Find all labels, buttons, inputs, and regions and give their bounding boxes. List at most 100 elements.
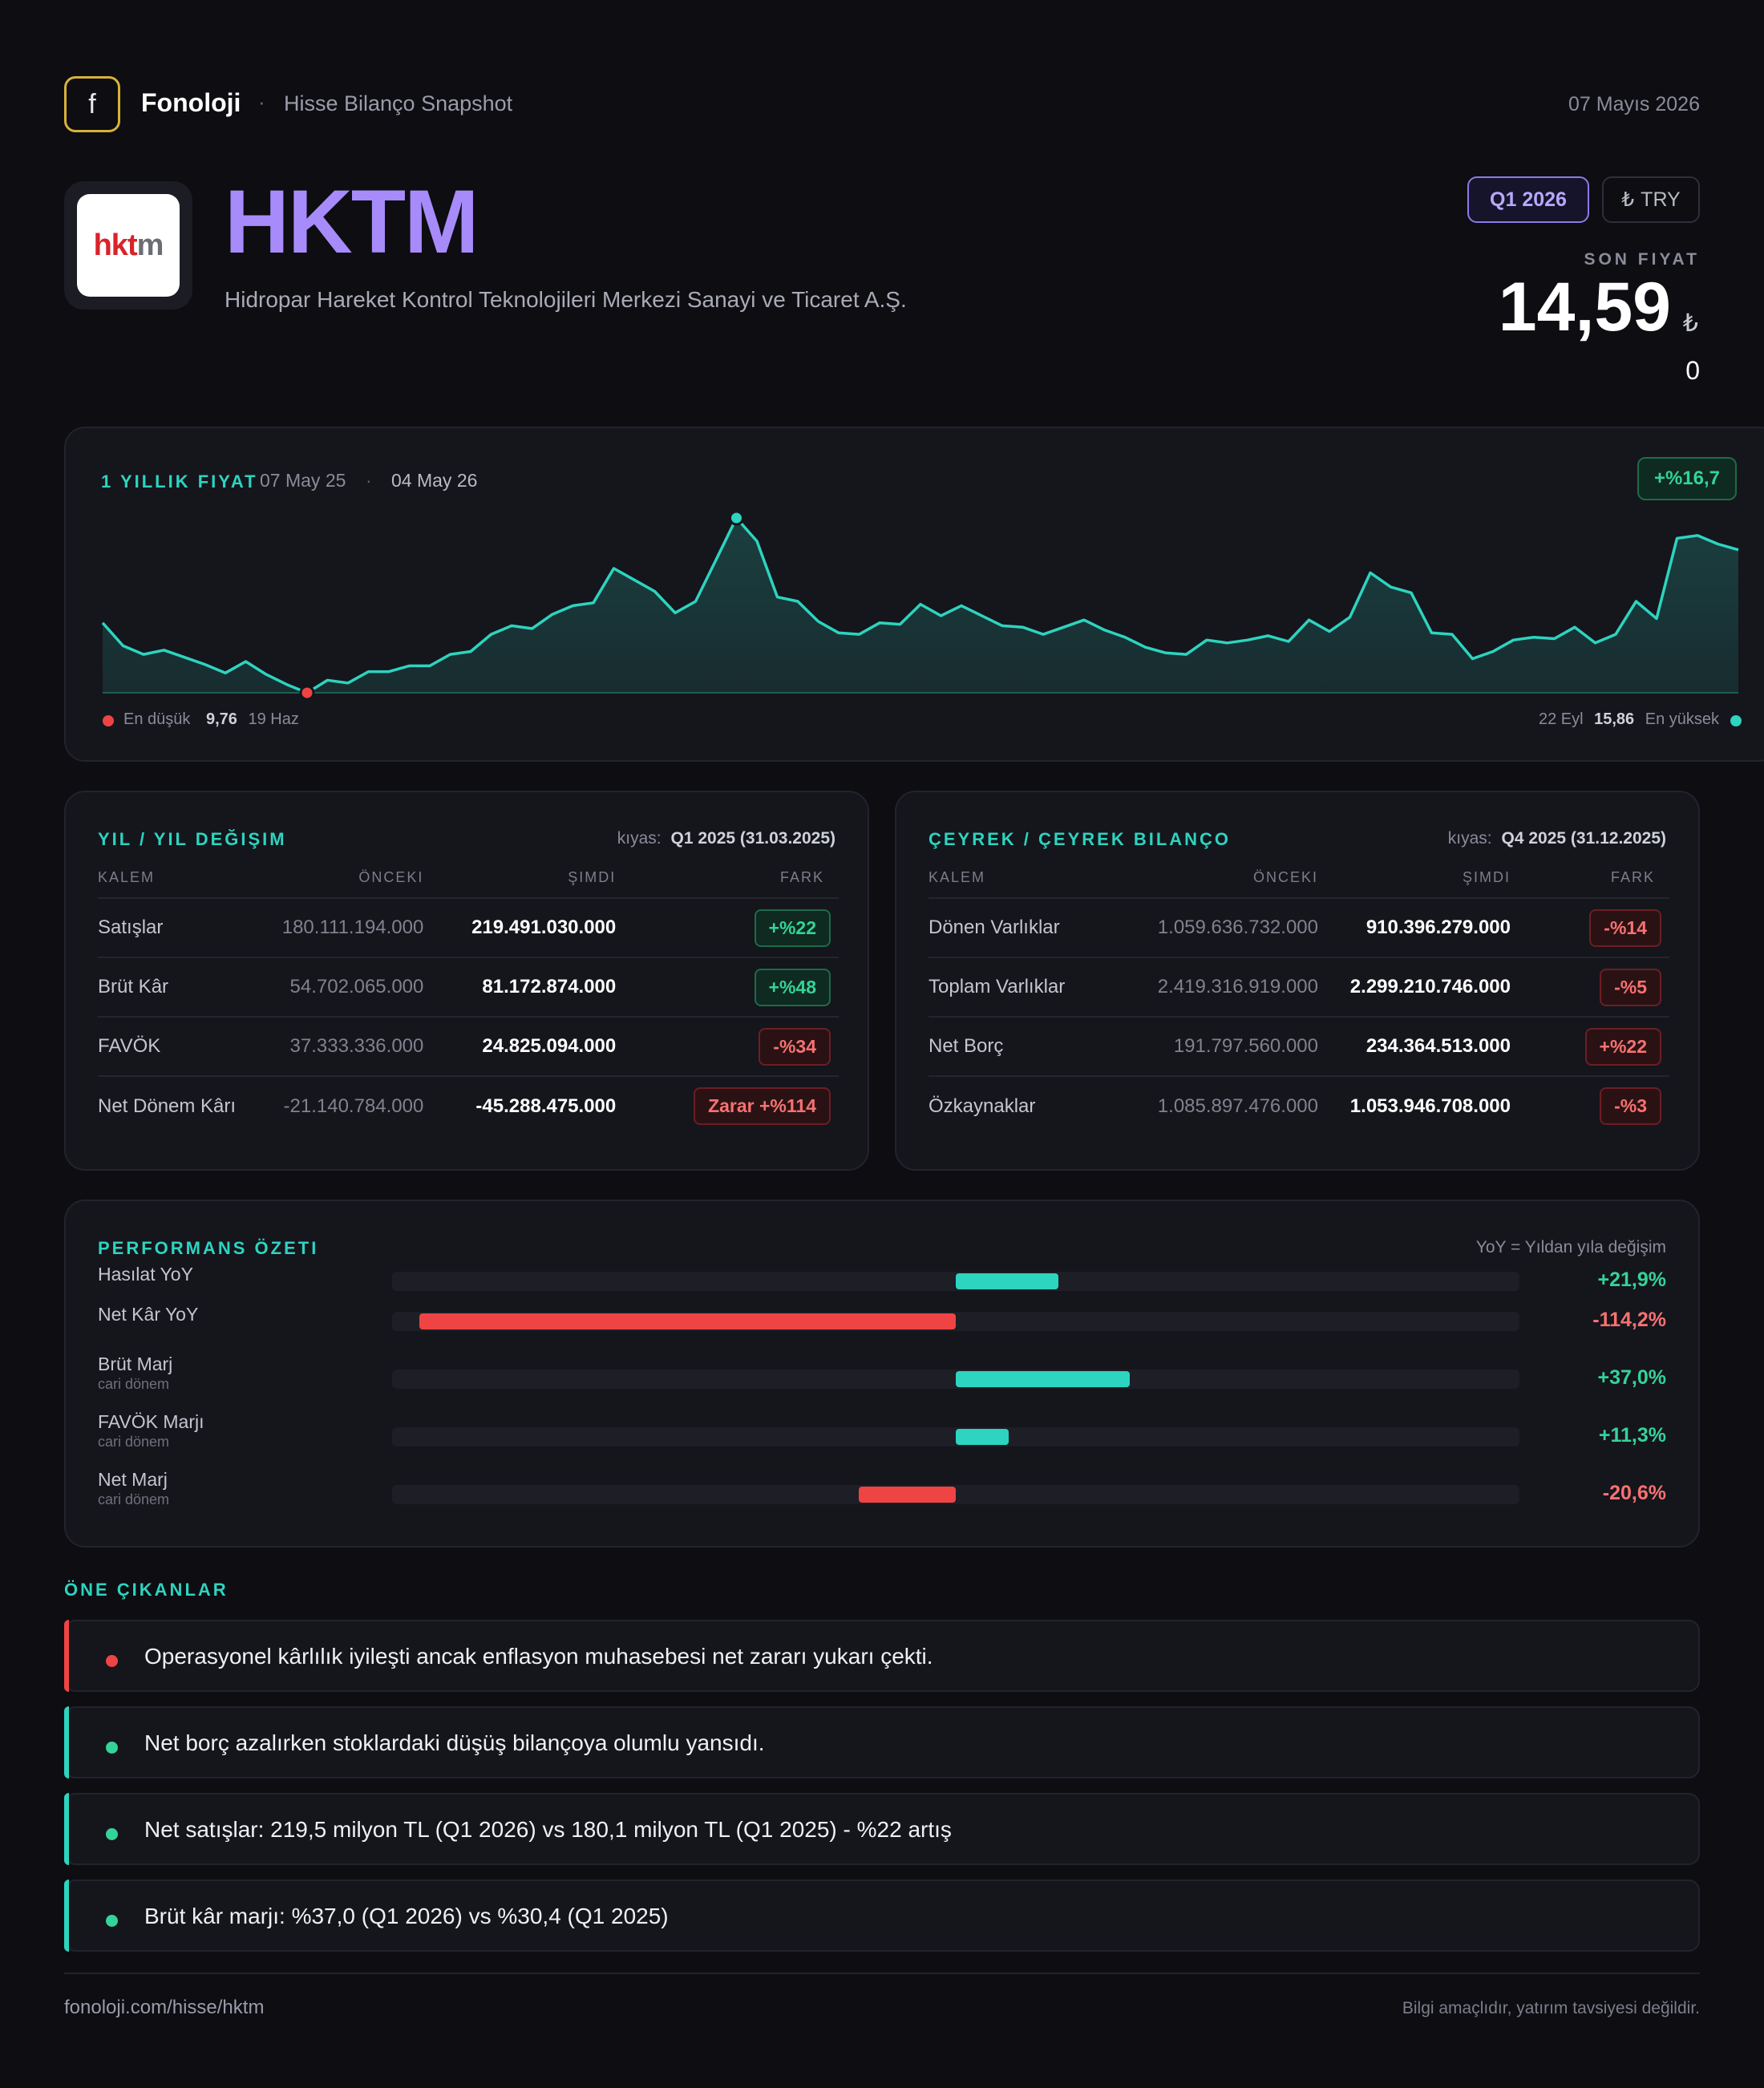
perf-sublabel: cari dönem [98, 1491, 170, 1507]
price-change-badge: +%16,7 [1637, 457, 1737, 500]
company-logo-text-secondary: m [136, 228, 164, 262]
yoy-table: KALEM ÖNCEKI ŞIMDI FARK Satışlar 180.111.… [98, 858, 839, 1135]
highlight-accent [64, 1620, 69, 1692]
diff-badge: +%48 [754, 968, 831, 1006]
row-diff-cell: +%48 [616, 957, 839, 1018]
perf-bar [956, 1429, 1009, 1445]
col-kalem: KALEM [929, 858, 1121, 899]
highlight-text: Brüt kâr marjı: %37,0 (Q1 2026) vs %30,4… [144, 1904, 669, 1928]
currency-code: TRY [1641, 188, 1681, 211]
low-point-marker [299, 685, 315, 701]
col-fark: FARK [616, 858, 839, 899]
perf-label: Net Kâr YoY [98, 1304, 199, 1325]
row-label: Özkaynaklar [929, 1095, 1036, 1117]
perf-sublabel: cari dönem [98, 1376, 170, 1392]
yoy-compare-value: Q1 2025 (31.03.2025) [670, 829, 836, 848]
highlight-item: Brüt kâr marjı: %37,0 (Q1 2026) vs %30,4… [64, 1880, 1700, 1952]
qoq-compare-value: Q4 2025 (31.12.2025) [1501, 829, 1667, 848]
bullet-icon [106, 1655, 118, 1667]
table-row: Özkaynaklar 1.085.897.476.000 1.053.946.70… [929, 1076, 1669, 1135]
highlight-accent [64, 1880, 69, 1952]
perf-value: +21,9% [1597, 1269, 1667, 1291]
col-onceki: ÖNCEKI [281, 858, 424, 899]
high-label: En yüksek [1645, 710, 1719, 728]
low-label: En düşük [123, 710, 191, 728]
row-prev: 191.797.560.000 [1121, 1017, 1318, 1077]
performance-title: PERFORMANS ÖZETI [98, 1238, 319, 1258]
row-label: Brüt Kâr [98, 957, 282, 1018]
diff-badge: -%14 [1589, 908, 1661, 947]
highlight-text: Net borç azalırken stoklardaki düşüş bil… [144, 1730, 765, 1755]
row-prev: -21.140.784.000 [283, 1095, 424, 1117]
brand-name[interactable]: Fonoloji [141, 88, 241, 117]
row-label: Net Borç [929, 1017, 1121, 1077]
row-label: Satışlar [98, 898, 282, 958]
row-diff-cell: -%14 [1511, 898, 1669, 958]
diff-badge: -%34 [759, 1027, 831, 1066]
chart-date-separator: · [366, 470, 372, 491]
price-change: 0 [1685, 356, 1700, 385]
yoy-compare-prefix: kıyas: [617, 829, 662, 848]
brand-subtitle: Hisse Bilanço Snapshot [284, 91, 513, 115]
row-label: Toplam Varlıklar [929, 957, 1121, 1018]
table-row: Brüt Kâr 54.702.065.000 81.172.874.000 +%48 [98, 957, 839, 1018]
row-now: 910.396.279.000 [1318, 898, 1511, 958]
brand-logo[interactable]: f [64, 76, 120, 132]
high-point-marker [729, 510, 744, 526]
currency-badge[interactable]: ₺ TRY [1602, 176, 1700, 223]
period-badge[interactable]: Q1 2026 [1467, 176, 1589, 223]
highlight-item: Net borç azalırken stoklardaki düşüş bil… [64, 1706, 1700, 1778]
yoy-compare: kıyas: Q1 2025 (31.03.2025) [617, 829, 835, 848]
highlight-item: Net satışlar: 219,5 milyon TL (Q1 2026) … [64, 1793, 1700, 1865]
chart-end-date: 04 May 26 [391, 470, 478, 491]
perf-value: -114,2% [1592, 1309, 1666, 1331]
table-row: Net Borç 191.797.560.000 234.364.513.000 +%… [929, 1017, 1669, 1077]
bullet-icon [106, 1828, 118, 1840]
row-diff-cell: -%34 [616, 1017, 839, 1077]
row-now: 2.299.210.746.000 [1318, 957, 1511, 1018]
col-kalem: KALEM [98, 858, 282, 899]
bullet-icon [106, 1915, 118, 1927]
row-now: 24.825.094.000 [423, 1017, 617, 1077]
row-diff-cell: -%5 [1511, 957, 1669, 1018]
qoq-compare-prefix: kıyas: [1447, 829, 1492, 848]
price-high-info: 22 Eyl 15,86 En yüksek [1539, 710, 1719, 729]
row-now: 1.053.946.708.000 [1349, 1095, 1511, 1117]
performance-panel: PERFORMANS ÖZETI YoY = Yıldan yıla değiş… [64, 1200, 1700, 1548]
row-label: Dönen Varlıklar [929, 898, 1121, 958]
price-low-info: En düşük 9,76 19 Haz [123, 710, 299, 729]
yoy-header-row: KALEM ÖNCEKI ŞIMDI FARK [98, 858, 839, 899]
qoq-compare: kıyas: Q4 2025 (31.12.2025) [1448, 829, 1666, 848]
yoy-panel: YIL / YIL DEĞIŞIM kıyas: Q1 2025 (31.03.… [64, 791, 869, 1171]
company-logo-mark: hktm [77, 194, 180, 297]
company-logo: hktm [64, 181, 192, 310]
table-row: Dönen Varlıklar 1.059.636.732.000 910.396.… [929, 898, 1669, 958]
perf-label: FAVÖK Marjı [98, 1411, 204, 1432]
row-now: 81.172.874.000 [423, 957, 617, 1018]
col-simdi: ŞIMDI [423, 858, 617, 899]
footer-url[interactable]: fonoloji.com/hisse/hktm [64, 1997, 265, 2018]
row-prev: 54.702.065.000 [281, 957, 424, 1018]
row-prev: 180.111.194.000 [281, 898, 424, 958]
chart-start-date: 07 May 25 [260, 470, 346, 491]
row-now: -45.288.475.000 [475, 1095, 617, 1117]
lira-icon: ₺ [1621, 188, 1635, 211]
table-row: FAVÖK 37.333.336.000 24.825.094.000 -%34 [98, 1017, 839, 1077]
high-date: 22 Eyl [1538, 710, 1584, 728]
col-fark: FARK [1511, 858, 1669, 899]
bullet-icon [106, 1742, 118, 1754]
row-diff-cell: -%3 [1511, 1076, 1669, 1135]
price-chart[interactable] [66, 428, 1764, 763]
perf-value: +37,0% [1597, 1366, 1667, 1389]
footer-disclaimer: Bilgi amaçlıdır, yatırım tavsiyesi değil… [1402, 1999, 1700, 2017]
price-chart-title: 1 YILLIK FIYAT [101, 471, 258, 492]
perf-value: -20,6% [1602, 1482, 1666, 1504]
perf-track [392, 1485, 1519, 1504]
col-simdi: ŞIMDI [1318, 858, 1511, 899]
footer-divider [64, 1973, 1700, 1974]
row-diff-cell: Zarar +%114 [616, 1076, 839, 1135]
perf-bar [859, 1487, 956, 1503]
perf-bar [956, 1371, 1130, 1387]
row-diff-cell: +%22 [616, 898, 839, 958]
company-logo-text: hktm [94, 229, 164, 263]
